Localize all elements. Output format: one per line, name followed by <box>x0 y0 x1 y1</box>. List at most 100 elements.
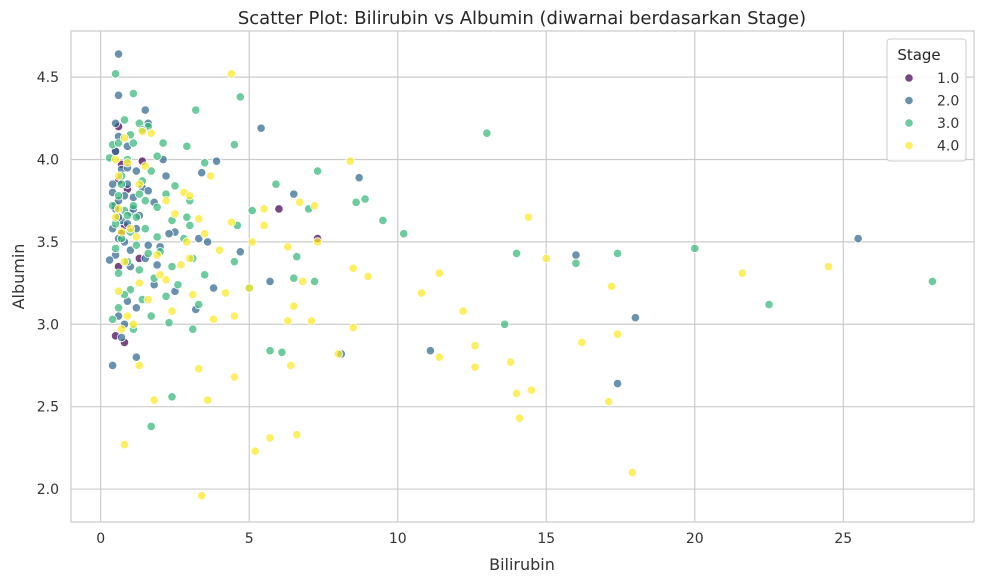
legend-title: Stage <box>897 46 940 64</box>
data-point <box>289 273 299 283</box>
data-point <box>140 161 150 171</box>
data-point <box>188 324 198 334</box>
data-point <box>523 212 534 222</box>
legend-marker <box>904 118 914 128</box>
data-point <box>116 332 127 343</box>
data-point <box>167 262 177 272</box>
x-tick-label: 15 <box>537 531 555 547</box>
data-point <box>506 357 516 367</box>
data-point <box>289 189 299 199</box>
data-point <box>119 115 130 125</box>
data-point <box>125 245 136 255</box>
data-point <box>128 319 138 329</box>
data-point <box>229 372 239 382</box>
data-point <box>571 258 581 268</box>
data-point <box>140 196 150 206</box>
data-point <box>511 248 522 259</box>
data-point <box>143 248 153 259</box>
legend-label: 1.0 <box>937 71 959 87</box>
data-point <box>125 224 136 234</box>
data-point <box>107 314 118 324</box>
data-point <box>161 291 171 301</box>
x-tick-label: 20 <box>686 531 704 547</box>
data-point <box>214 245 225 255</box>
data-point <box>630 313 640 323</box>
data-point <box>351 197 361 207</box>
data-point <box>140 224 150 234</box>
data-point <box>612 329 623 339</box>
data-point <box>607 281 617 291</box>
data-point <box>927 276 938 287</box>
data-point <box>309 276 320 287</box>
data-point <box>333 349 343 359</box>
data-point <box>363 271 373 282</box>
series-4.0 <box>110 69 834 501</box>
data-point <box>161 196 171 206</box>
data-point <box>119 257 130 267</box>
data-point <box>194 214 204 224</box>
data-point <box>105 255 115 265</box>
y-tick-label: 4.5 <box>37 70 59 86</box>
data-point <box>425 346 436 356</box>
data-point <box>134 360 144 371</box>
data-point <box>191 105 201 115</box>
data-point <box>167 392 177 402</box>
data-point <box>131 212 141 222</box>
data-point <box>152 232 162 242</box>
data-point <box>265 433 275 443</box>
data-point <box>627 467 638 478</box>
data-point <box>134 179 144 189</box>
legend-marker <box>904 95 914 106</box>
data-point <box>116 324 127 334</box>
data-point <box>244 283 254 293</box>
x-tick-labels: 0 5 10 15 20 25 <box>96 531 852 547</box>
data-point <box>203 395 213 405</box>
data-point <box>378 215 388 226</box>
data-point <box>149 395 159 405</box>
data-point <box>203 237 213 247</box>
data-point <box>354 173 364 183</box>
x-tick-label: 10 <box>389 531 407 547</box>
data-point <box>226 217 237 227</box>
data-point <box>737 268 747 278</box>
legend-items: 1.0 2.0 3.0 4.0 <box>904 71 959 155</box>
data-point <box>134 189 144 199</box>
data-point <box>146 311 156 321</box>
y-tick-labels: 2.0 2.5 3.0 3.5 4.0 4.5 <box>37 70 59 498</box>
data-point <box>283 242 293 252</box>
y-tick-label: 4.0 <box>37 153 59 169</box>
data-point <box>612 248 623 259</box>
data-point <box>185 191 195 201</box>
data-point <box>399 229 409 239</box>
data-point <box>194 364 204 374</box>
data-point <box>295 197 305 207</box>
data-point <box>197 168 207 178</box>
data-point <box>146 128 156 138</box>
x-tick-label: 25 <box>834 531 852 547</box>
data-point <box>167 306 177 316</box>
x-axis-label: Bilirubin <box>489 555 555 574</box>
data-point <box>200 229 210 239</box>
data-point <box>577 337 587 348</box>
data-point <box>113 171 124 181</box>
data-point <box>116 179 127 189</box>
data-point <box>107 360 118 371</box>
data-point <box>283 316 293 326</box>
chart-title: Scatter Plot: Bilirubin vs Albumin (diwa… <box>238 8 806 29</box>
data-point <box>289 301 299 311</box>
data-point <box>526 385 537 395</box>
data-point <box>152 202 162 212</box>
data-point <box>113 286 124 296</box>
data-point <box>348 263 358 273</box>
data-point <box>200 158 210 168</box>
data-point <box>345 156 355 166</box>
data-point <box>235 247 245 257</box>
legend: Stage 1.0 2.0 3.0 4.0 <box>886 38 967 162</box>
data-point <box>360 194 370 204</box>
data-point <box>458 306 468 316</box>
data-point <box>612 378 623 389</box>
data-point <box>823 262 834 272</box>
data-point <box>182 237 192 247</box>
data-point <box>137 126 147 137</box>
